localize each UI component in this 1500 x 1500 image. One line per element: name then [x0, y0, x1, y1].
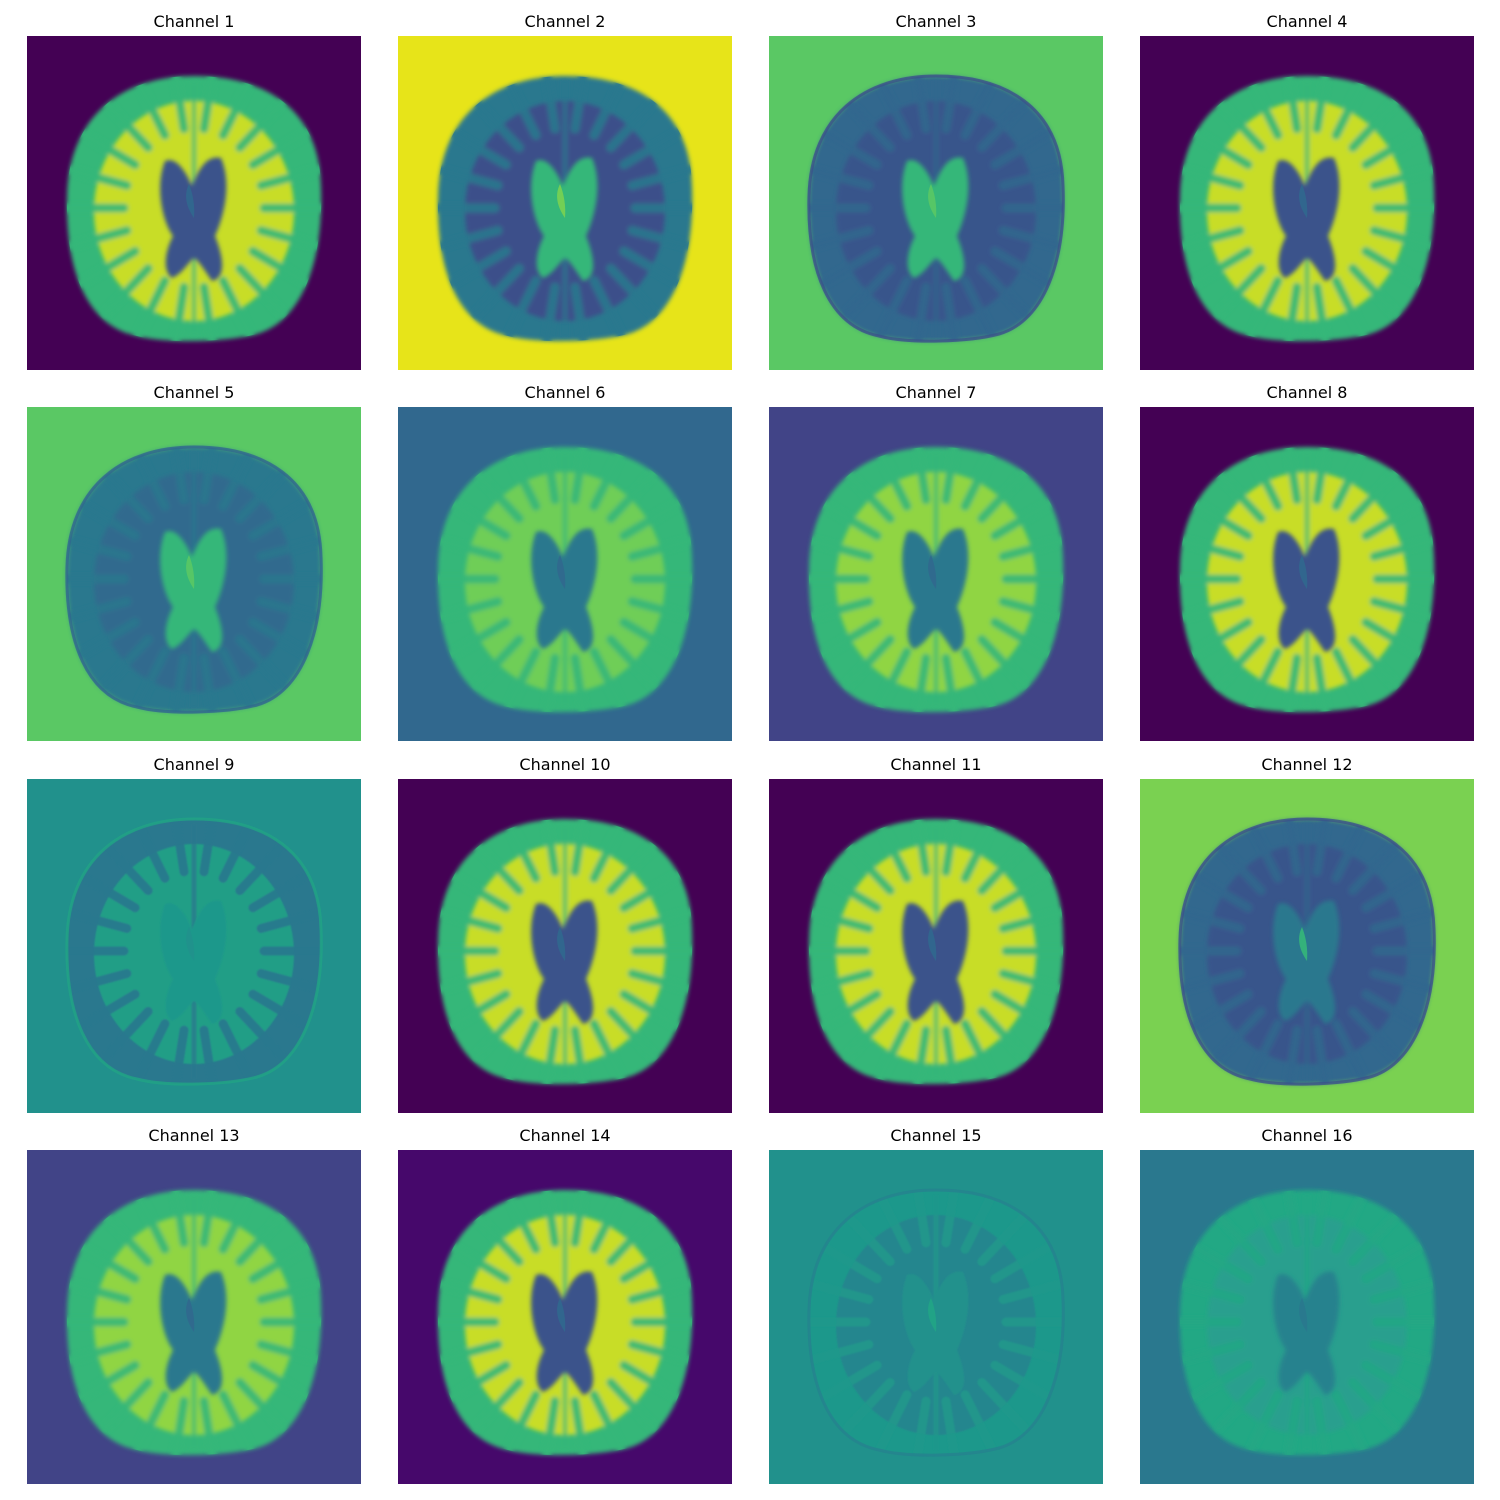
ventricle-region — [1273, 1271, 1340, 1395]
tissue-pattern — [437, 76, 693, 342]
channel-panel: Channel 1 — [27, 0, 361, 370]
ventricle-region — [160, 528, 227, 652]
ventricle-region — [1273, 157, 1340, 281]
channel-title: Channel 4 — [1266, 12, 1348, 31]
channel-panel: Channel 14 — [398, 1114, 732, 1484]
channel-title: Channel 2 — [524, 12, 606, 31]
ventricle-region — [902, 528, 969, 652]
channel-panel: Channel 13 — [27, 1114, 361, 1484]
channel-panel: Channel 12 — [1140, 743, 1474, 1113]
channel-panel: Channel 16 — [1140, 1114, 1474, 1484]
tissue-pattern — [66, 447, 322, 713]
channel-panel: Channel 4 — [1140, 0, 1474, 370]
channel-title: Channel 9 — [153, 755, 235, 774]
feature-map-image — [1140, 407, 1474, 741]
channel-title: Channel 13 — [148, 1126, 240, 1145]
feature-map-image — [27, 407, 361, 741]
feature-map-image — [769, 779, 1103, 1113]
channel-panel: Channel 6 — [398, 371, 732, 741]
channel-title: Channel 14 — [519, 1126, 611, 1145]
channel-title: Channel 5 — [153, 383, 235, 402]
channel-panel: Channel 11 — [769, 743, 1103, 1113]
channel-title: Channel 8 — [1266, 383, 1348, 402]
channel-panel: Channel 15 — [769, 1114, 1103, 1484]
channel-panel: Channel 8 — [1140, 371, 1474, 741]
ventricle-region — [1273, 900, 1340, 1024]
feature-map-image — [1140, 779, 1474, 1113]
ventricle-region — [160, 157, 227, 281]
channel-panel: Channel 2 — [398, 0, 732, 370]
ventricle-region — [531, 528, 598, 652]
feature-map-image — [398, 779, 732, 1113]
channel-title: Channel 16 — [1261, 1126, 1353, 1145]
feature-map-image — [769, 36, 1103, 370]
channel-title: Channel 12 — [1261, 755, 1353, 774]
channel-title: Channel 11 — [890, 755, 982, 774]
ventricle-region — [160, 1271, 227, 1395]
feature-map-image — [769, 1150, 1103, 1484]
feature-map-image — [398, 407, 732, 741]
channel-panel: Channel 10 — [398, 743, 732, 1113]
feature-map-image — [1140, 36, 1474, 370]
feature-map-image — [769, 407, 1103, 741]
ventricle-region — [902, 1271, 969, 1395]
feature-map-image — [398, 36, 732, 370]
ventricle-region — [1273, 528, 1340, 652]
feature-map-image — [398, 1150, 732, 1484]
ventricle-region — [902, 900, 969, 1024]
feature-map-image — [27, 36, 361, 370]
feature-map-image — [27, 1150, 361, 1484]
channel-title: Channel 1 — [153, 12, 235, 31]
ventricle-region — [531, 900, 598, 1024]
ventricle-region — [531, 1271, 598, 1395]
channel-title: Channel 10 — [519, 755, 611, 774]
channel-panel: Channel 3 — [769, 0, 1103, 370]
feature-map-image — [1140, 1150, 1474, 1484]
channel-panel: Channel 5 — [27, 371, 361, 741]
channel-title: Channel 3 — [895, 12, 977, 31]
channel-panel: Channel 7 — [769, 371, 1103, 741]
channel-title: Channel 6 — [524, 383, 606, 402]
ventricle-region — [902, 157, 969, 281]
channel-panel: Channel 9 — [27, 743, 361, 1113]
channel-title: Channel 15 — [890, 1126, 982, 1145]
channel-title: Channel 7 — [895, 383, 977, 402]
ventricle-region — [160, 900, 227, 1024]
ventricle-region — [531, 157, 598, 281]
feature-map-image — [27, 779, 361, 1113]
